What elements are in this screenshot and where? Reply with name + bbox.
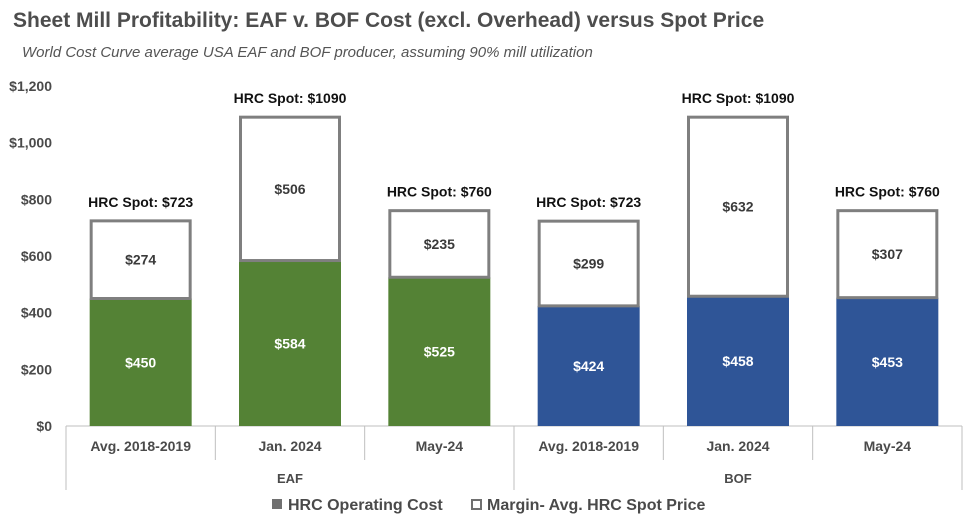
legend-swatch-filled [272,499,282,509]
cost-bar [687,296,789,426]
legend-swatch-outline [471,499,482,510]
spot-price-label: HRC Spot: $1090 [682,90,795,106]
margin-bar [836,209,939,300]
y-tick-label: $600 [21,248,52,264]
spot-price-label: HRC Spot: $723 [88,194,193,210]
chart-bars [89,115,939,426]
cost-data-label: $424 [573,358,604,374]
cost-data-label: $453 [872,354,903,370]
spot-price-label: HRC Spot: $1090 [234,90,347,106]
margin-data-label: $632 [722,199,753,215]
cost-bar [836,297,939,426]
margin-bar [537,219,640,308]
y-tick-label: $1,200 [9,78,52,94]
x-category-label: Avg. 2018-2019 [90,438,191,454]
cost-data-label: $450 [125,354,156,370]
x-category-label: Jan. 2024 [706,438,769,454]
chart-data-labels: $450 $274 HRC Spot: $723 $584 $506 HRC Spot: … [88,90,940,374]
margin-data-label: $307 [872,246,903,262]
cost-bar [537,305,640,426]
chart-title: Sheet Mill Profitability: EAF v. BOF Cos… [13,9,765,32]
y-tick-label: $1,000 [9,135,52,151]
x-category-label: Avg. 2018-2019 [538,438,639,454]
x-group-label: EAF [277,471,303,486]
margin-data-label: $506 [274,181,305,197]
margin-bar [687,115,789,298]
y-tick-label: $200 [21,361,52,377]
margin-data-label: $299 [573,256,604,272]
chart-axes: $0 $200 $400 $600 $800 $1,000 $1,200 Avg. 2018-… [9,78,963,490]
chart-subtitle: World Cost Curve average USA EAF and BOF… [22,44,593,61]
legend-label: HRC Operating Cost [288,497,443,514]
margin-bar [89,219,192,300]
cost-data-label: $458 [722,353,753,369]
cost-data-label: $525 [424,344,455,360]
x-group-label: BOF [724,471,752,486]
cost-bar [89,298,192,426]
margin-bar [239,115,341,263]
cost-data-label: $584 [274,335,305,351]
margin-data-label: $274 [125,252,156,268]
spot-price-label: HRC Spot: $723 [536,194,641,210]
cost-bar [239,260,341,426]
legend-label: Margin- Avg. HRC Spot Price [487,497,705,514]
y-tick-label: $800 [21,191,52,207]
margin-data-label: $235 [424,236,455,252]
y-tick-label: $0 [36,418,52,434]
spot-price-label: HRC Spot: $760 [387,184,492,200]
x-category-label: May-24 [864,438,912,454]
chart-legend: HRC Operating Cost Margin- Avg. HRC Spot … [272,497,705,514]
y-tick-label: $400 [21,305,52,321]
spot-price-label: HRC Spot: $760 [835,184,940,200]
margin-bar [388,209,491,279]
x-category-label: May-24 [416,438,464,454]
cost-bar [388,277,491,426]
x-category-label: Jan. 2024 [258,438,321,454]
